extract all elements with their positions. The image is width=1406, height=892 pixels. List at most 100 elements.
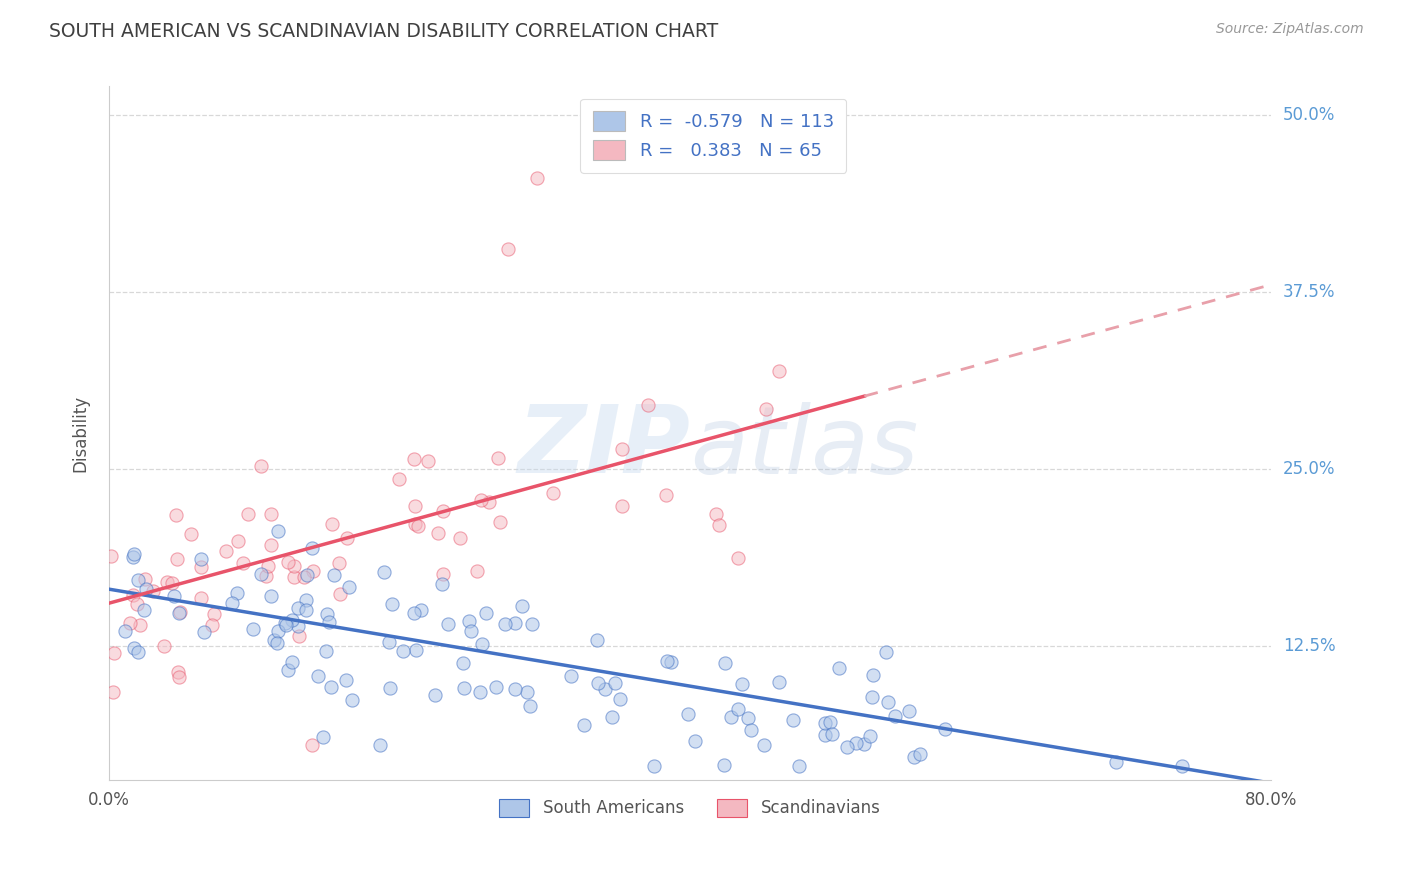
Point: [828, 661, 851, 675]
Point: [322, 567, 344, 582]
Point: [292, 570, 315, 584]
Point: [337, 580, 360, 594]
Point: [226, 534, 249, 549]
Point: [295, 592, 318, 607]
Point: [287, 619, 309, 633]
Point: [707, 518, 730, 533]
Point: [287, 601, 309, 615]
Point: [704, 507, 727, 521]
Point: [411, 603, 433, 617]
Point: [813, 728, 835, 742]
Point: [884, 708, 907, 723]
Point: [519, 699, 541, 714]
Point: [782, 714, 804, 728]
Point: [460, 624, 482, 638]
Point: [876, 695, 898, 709]
Point: [754, 739, 776, 753]
Point: [259, 590, 281, 604]
Point: [425, 688, 447, 702]
Point: [321, 516, 343, 531]
Point: [165, 508, 187, 523]
Point: [101, 685, 124, 699]
Point: [755, 401, 778, 416]
Point: [294, 602, 316, 616]
Point: [600, 710, 623, 724]
Point: [768, 364, 790, 378]
Point: [1105, 755, 1128, 769]
Point: [814, 715, 837, 730]
Point: [475, 606, 498, 620]
Point: [225, 586, 247, 600]
Point: [281, 655, 304, 669]
Point: [167, 670, 190, 684]
Point: [267, 624, 290, 638]
Point: [458, 614, 481, 628]
Point: [471, 637, 494, 651]
Point: [166, 551, 188, 566]
Point: [494, 617, 516, 632]
Point: [215, 544, 238, 558]
Point: [593, 681, 616, 696]
Point: [478, 495, 501, 509]
Point: [897, 704, 920, 718]
Point: [516, 685, 538, 699]
Point: [408, 519, 430, 533]
Point: [388, 472, 411, 486]
Point: [166, 665, 188, 680]
Point: [404, 452, 426, 467]
Point: [416, 454, 439, 468]
Point: [468, 685, 491, 699]
Point: [541, 486, 564, 500]
Point: [432, 577, 454, 591]
Point: [263, 633, 285, 648]
Point: [232, 557, 254, 571]
Point: [380, 597, 402, 611]
Point: [193, 625, 215, 640]
Point: [329, 587, 352, 601]
Point: [122, 588, 145, 602]
Point: [610, 499, 633, 513]
Point: [336, 531, 359, 545]
Point: [503, 616, 526, 631]
Point: [520, 616, 543, 631]
Point: [274, 618, 297, 632]
Point: [266, 636, 288, 650]
Point: [432, 567, 454, 582]
Text: Source: ZipAtlas.com: Source: ZipAtlas.com: [1216, 22, 1364, 37]
Point: [404, 606, 426, 620]
Text: SOUTH AMERICAN VS SCANDINAVIAN DISABILITY CORRELATION CHART: SOUTH AMERICAN VS SCANDINAVIAN DISABILIT…: [49, 22, 718, 41]
Point: [301, 541, 323, 555]
Point: [267, 524, 290, 538]
Text: 50.0%: 50.0%: [1282, 105, 1336, 124]
Point: [180, 527, 202, 541]
Point: [124, 547, 146, 561]
Point: [449, 531, 471, 545]
Point: [368, 738, 391, 752]
Point: [318, 615, 340, 629]
Point: [316, 607, 339, 621]
Point: [312, 730, 335, 744]
Point: [934, 722, 956, 736]
Point: [114, 624, 136, 638]
Point: [859, 729, 882, 743]
Point: [160, 575, 183, 590]
Point: [737, 711, 759, 725]
Point: [254, 569, 277, 583]
Point: [103, 646, 125, 660]
Point: [610, 442, 633, 456]
Point: [125, 597, 148, 611]
Point: [190, 591, 212, 605]
Point: [129, 618, 152, 632]
Point: [451, 656, 474, 670]
Point: [335, 673, 357, 687]
Point: [404, 516, 426, 531]
Point: [720, 710, 742, 724]
Point: [190, 552, 212, 566]
Point: [315, 644, 337, 658]
Point: [260, 538, 283, 552]
Point: [572, 718, 595, 732]
Point: [485, 680, 508, 694]
Point: [437, 617, 460, 632]
Point: [727, 702, 749, 716]
Point: [127, 645, 149, 659]
